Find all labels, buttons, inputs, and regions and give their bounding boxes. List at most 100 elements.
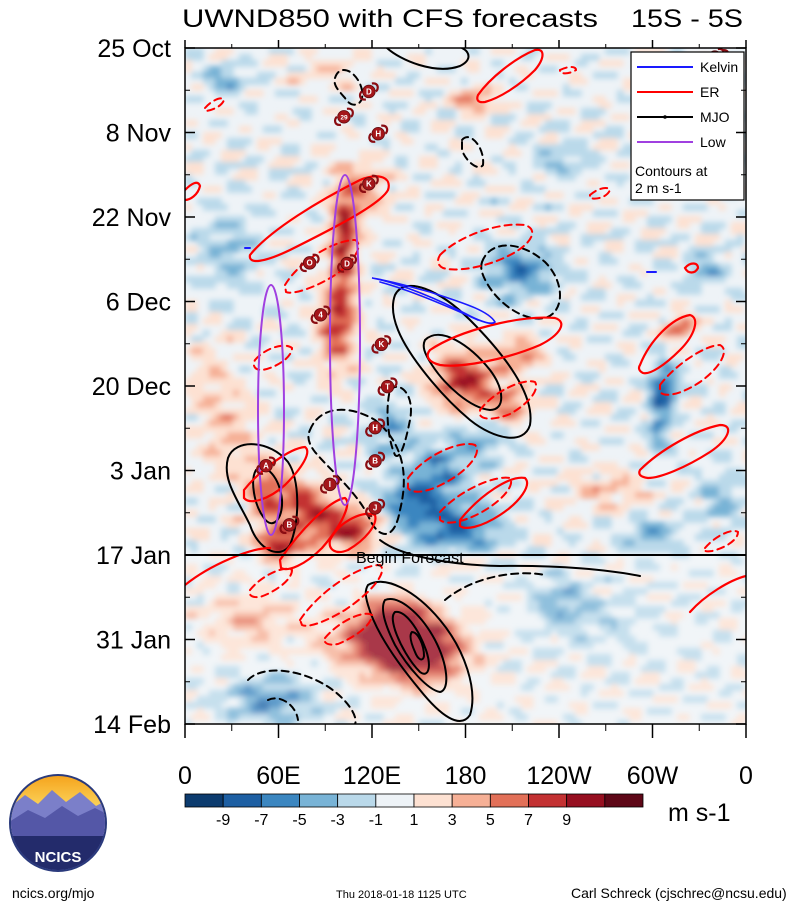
field-cell: [641, 270, 648, 277]
field-cell: [197, 390, 204, 397]
field-cell: [239, 222, 246, 229]
field-cell: [701, 276, 708, 283]
field-cell: [317, 150, 324, 157]
field-cell: [551, 384, 558, 391]
field-cell: [683, 348, 690, 355]
field-cell: [215, 198, 222, 205]
field-cell: [731, 480, 738, 487]
field-cell: [557, 576, 564, 583]
field-cell: [671, 240, 678, 247]
field-cell: [401, 528, 408, 535]
field-cell: [221, 372, 228, 379]
field-cell: [383, 300, 390, 307]
field-cell: [551, 504, 558, 511]
field-cell: [437, 282, 444, 289]
field-cell: [245, 618, 252, 625]
field-cell: [341, 354, 348, 361]
field-cell: [545, 510, 552, 517]
field-cell: [605, 378, 612, 385]
field-cell: [185, 582, 192, 589]
field-cell: [593, 294, 600, 301]
field-cell: [635, 330, 642, 337]
field-cell: [263, 78, 270, 85]
field-cell: [287, 240, 294, 247]
field-cell: [725, 510, 732, 517]
field-cell: [221, 624, 228, 631]
field-cell: [209, 516, 216, 523]
field-cell: [551, 120, 558, 127]
field-cell: [269, 312, 276, 319]
field-cell: [239, 594, 246, 601]
field-cell: [647, 534, 654, 541]
field-cell: [605, 426, 612, 433]
field-cell: [317, 384, 324, 391]
field-cell: [695, 288, 702, 295]
field-cell: [389, 516, 396, 523]
field-cell: [551, 234, 558, 241]
field-cell: [725, 438, 732, 445]
field-cell: [617, 276, 624, 283]
field-cell: [239, 186, 246, 193]
field-cell: [323, 66, 330, 73]
field-cell: [665, 378, 672, 385]
field-cell: [293, 90, 300, 97]
field-cell: [257, 390, 264, 397]
field-cell: [635, 396, 642, 403]
field-cell: [557, 582, 564, 589]
field-cell: [491, 198, 498, 205]
field-cell: [599, 504, 606, 511]
field-cell: [311, 504, 318, 511]
field-cell: [497, 372, 504, 379]
field-cell: [377, 378, 384, 385]
field-cell: [521, 66, 528, 73]
field-cell: [593, 516, 600, 523]
field-cell: [221, 630, 228, 637]
field-cell: [593, 306, 600, 313]
field-cell: [467, 48, 474, 55]
field-cell: [353, 120, 360, 127]
field-cell: [533, 216, 540, 223]
field-cell: [539, 258, 546, 265]
field-cell: [623, 468, 630, 475]
field-cell: [629, 546, 636, 553]
field-cell: [665, 420, 672, 427]
field-cell: [221, 222, 228, 229]
field-cell: [293, 372, 300, 379]
field-cell: [521, 450, 528, 457]
field-cell: [347, 444, 354, 451]
field-cell: [491, 252, 498, 259]
field-cell: [437, 120, 444, 127]
field-cell: [671, 408, 678, 415]
field-cell: [221, 48, 228, 55]
field-cell: [287, 276, 294, 283]
field-cell: [653, 288, 660, 295]
field-cell: [629, 216, 636, 223]
field-cell: [503, 186, 510, 193]
field-cell: [197, 630, 204, 637]
field-cell: [359, 288, 366, 295]
field-cell: [401, 432, 408, 439]
field-cell: [371, 282, 378, 289]
field-cell: [509, 264, 516, 271]
field-cell: [473, 612, 480, 619]
field-cell: [569, 474, 576, 481]
field-cell: [335, 390, 342, 397]
field-cell: [425, 600, 432, 607]
field-cell: [353, 360, 360, 367]
field-cell: [551, 594, 558, 601]
field-cell: [215, 306, 222, 313]
field-cell: [275, 528, 282, 535]
field-cell: [713, 480, 720, 487]
field-cell: [245, 438, 252, 445]
field-cell: [245, 450, 252, 457]
field-cell: [545, 216, 552, 223]
field-cell: [293, 546, 300, 553]
field-cell: [611, 210, 618, 217]
field-cell: [431, 276, 438, 283]
field-cell: [359, 264, 366, 271]
field-cell: [419, 522, 426, 529]
field-cell: [269, 546, 276, 553]
field-cell: [527, 132, 534, 139]
field-cell: [497, 264, 504, 271]
field-cell: [635, 606, 642, 613]
